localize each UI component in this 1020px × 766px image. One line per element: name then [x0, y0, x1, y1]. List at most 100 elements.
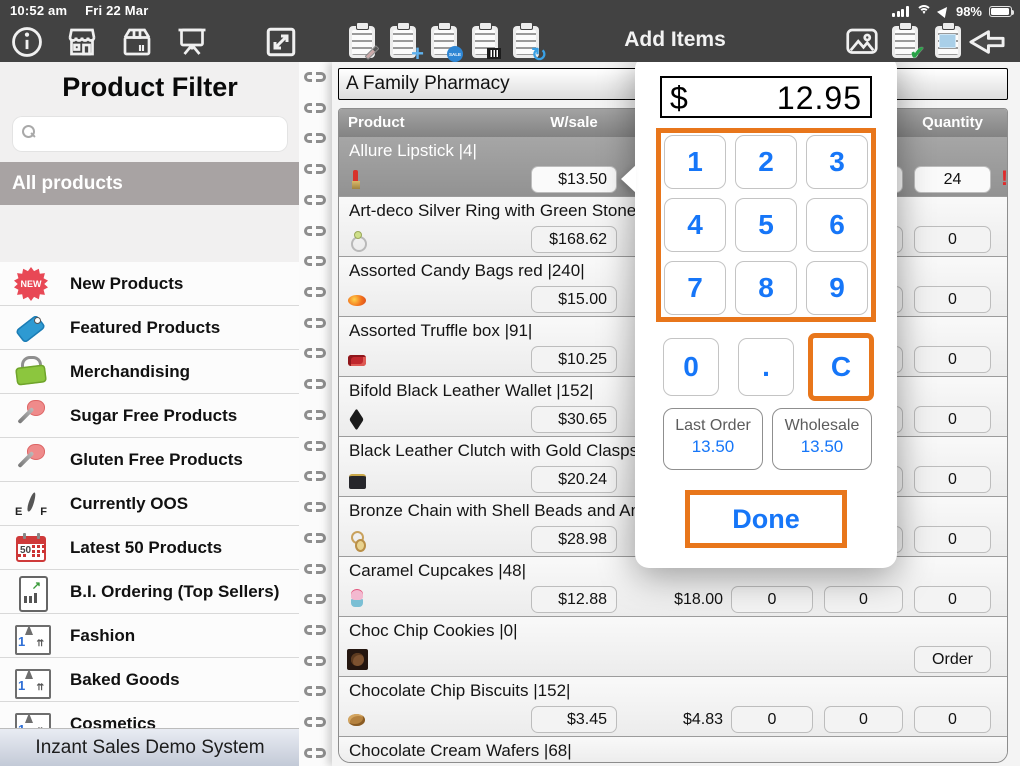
expand-icon[interactable] [262, 23, 300, 61]
order-barcode-icon[interactable] [466, 22, 504, 61]
wholesale-price-pill[interactable]: $28.98 [531, 526, 617, 553]
app-footer-label: Inzant Sales Demo System [0, 728, 300, 766]
key-5[interactable]: 5 [735, 198, 797, 252]
currency-symbol: $ [670, 80, 688, 116]
key-2[interactable]: 2 [735, 135, 797, 189]
wifi-icon [915, 5, 932, 17]
wholesale-price-pill[interactable]: $10.25 [531, 346, 617, 373]
product-name: Choc Chip Cookies |0| [349, 621, 518, 640]
candy-icon [347, 290, 367, 310]
quantity-field[interactable]: 0 [914, 706, 991, 733]
cupcake-icon [347, 590, 367, 610]
qty-field-2[interactable]: 0 [824, 706, 903, 733]
store-icon[interactable] [63, 23, 101, 61]
product-filter-sidebar: Product Filter All products NEW New Prod… [0, 62, 300, 766]
sidebar-item-bi-ordering[interactable]: ↗ B.I. Ordering (Top Sellers) [0, 570, 300, 614]
qty-field-1[interactable]: 0 [731, 586, 813, 613]
key-6[interactable]: 6 [806, 198, 868, 252]
stock-box-1-icon: 1⇈ [12, 617, 51, 655]
quantity-field[interactable]: 0 [914, 286, 991, 313]
pink-pin-icon [12, 397, 50, 435]
sidebar-item-merchandising[interactable]: Merchandising [0, 350, 300, 394]
order-button[interactable]: Order [914, 646, 991, 673]
product-name: Assorted Candy Bags red |240| [349, 261, 585, 280]
wholesale-price-pill[interactable]: $15.00 [531, 286, 617, 313]
top-bar: 10:52 am Fri 22 Mar 98% [0, 0, 1020, 66]
sidebar-item-fashion[interactable]: 1 ⇈ Fashion [0, 614, 300, 658]
key-9[interactable]: 9 [806, 261, 868, 315]
order-sale-icon[interactable]: SALE [425, 22, 463, 62]
photo-icon[interactable] [843, 23, 881, 61]
location-arrow-icon [936, 3, 951, 19]
key-decimal[interactable]: . [738, 338, 794, 396]
last-order-button[interactable]: Last Order 13.50 [663, 408, 763, 470]
wholesale-price-pill[interactable]: $3.45 [531, 706, 617, 733]
new-badge-icon: NEW [12, 265, 50, 303]
wholesale-button[interactable]: Wholesale 13.50 [772, 408, 872, 470]
fuel-gauge-icon [12, 485, 50, 523]
wholesale-price-pill[interactable]: $13.50 [531, 166, 617, 193]
key-0[interactable]: 0 [663, 338, 719, 396]
quantity-field[interactable]: 0 [914, 406, 991, 433]
quantity-field[interactable]: 0 [914, 466, 991, 493]
table-row[interactable]: Chocolate Cream Wafers |68| [339, 737, 1007, 762]
table-row[interactable]: Caramel Cupcakes |48| $12.88 $18.00 0 0 … [339, 557, 1007, 617]
retail-price: $18.00 [674, 591, 723, 608]
table-row[interactable]: Choc Chip Cookies |0| Order [339, 617, 1007, 677]
order-approve-icon[interactable]: ✔ [886, 22, 925, 63]
sidebar-item-featured-products[interactable]: Featured Products [0, 306, 300, 350]
battery-percent: 98% [955, 3, 982, 19]
filter-list: NEW New Products Featured Products Merch… [0, 262, 300, 766]
done-button[interactable]: Done [685, 490, 847, 548]
sidebar-item-baked-goods[interactable]: 1 ⇈ Baked Goods [0, 658, 300, 702]
wallet-icon [347, 410, 367, 430]
sidebar-item-latest-50[interactable]: Latest 50 Products [0, 526, 300, 570]
order-sync-icon[interactable]: ↻ [507, 22, 547, 66]
dark-cookies-photo-icon [347, 649, 368, 670]
sidebar-item-new-products[interactable]: NEW New Products [0, 262, 300, 306]
sidebar-item-currently-oos[interactable]: Currently OOS [0, 482, 300, 526]
info-icon[interactable] [8, 23, 46, 61]
key-clear[interactable]: C [808, 333, 874, 401]
green-bag-icon [12, 353, 50, 391]
table-row[interactable]: Chocolate Chip Biscuits |152| $3.45 $4.8… [339, 677, 1007, 737]
wholesale-price-pill[interactable]: $12.88 [531, 586, 617, 613]
quantity-field[interactable]: 24 [914, 166, 991, 193]
sidebar-item-sugar-free[interactable]: Sugar Free Products [0, 394, 300, 438]
qty-field-2[interactable]: 0 [824, 586, 903, 613]
order-add-icon[interactable]: + [384, 22, 424, 66]
wholesale-price-pill[interactable]: $30.65 [531, 406, 617, 433]
status-date: Fri 22 Mar [85, 3, 149, 18]
key-8[interactable]: 8 [735, 261, 797, 315]
blue-tag-icon [12, 309, 50, 347]
presentation-icon[interactable] [173, 23, 211, 61]
battery-icon [989, 5, 1014, 17]
back-arrow-icon[interactable] [968, 23, 1006, 61]
pink-pin-icon [12, 441, 50, 479]
spiral-binding [299, 62, 333, 766]
qty-field-1[interactable]: 0 [731, 706, 813, 733]
wholesale-price-pill[interactable]: $20.24 [531, 466, 617, 493]
quantity-field[interactable]: 0 [914, 226, 991, 253]
wholesale-price-pill[interactable]: $168.62 [531, 226, 617, 253]
quantity-field[interactable]: 0 [914, 346, 991, 373]
order-edit-icon[interactable] [343, 22, 381, 61]
quantity-field[interactable]: 0 [914, 586, 991, 613]
stock-box-icon[interactable] [118, 23, 156, 61]
page-title: Add Items [624, 28, 726, 51]
quantity-field[interactable]: 0 [914, 526, 991, 553]
key-1[interactable]: 1 [664, 135, 726, 189]
key-4[interactable]: 4 [664, 198, 726, 252]
key-7[interactable]: 7 [664, 261, 726, 315]
stock-box-1-icon: 1⇈ [12, 661, 51, 699]
sidebar-item-gluten-free[interactable]: Gluten Free Products [0, 438, 300, 482]
key-3[interactable]: 3 [806, 135, 868, 189]
calendar-50-icon [12, 529, 50, 567]
order-paste-icon[interactable] [929, 22, 967, 61]
search-input[interactable] [42, 116, 292, 152]
all-products-header[interactable]: All products [0, 162, 300, 205]
search-field[interactable] [12, 116, 292, 152]
status-time: 10:52 am [10, 3, 68, 18]
lipstick-icon [347, 170, 367, 190]
price-value: 12.95 [776, 80, 862, 116]
